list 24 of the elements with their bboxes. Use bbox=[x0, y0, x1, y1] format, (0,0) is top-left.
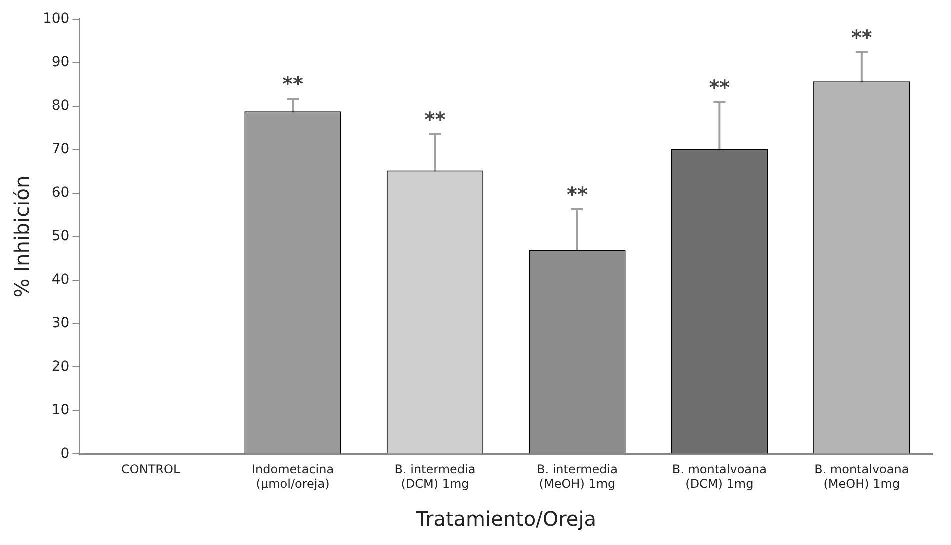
y-tick-label: 50 bbox=[52, 228, 70, 244]
y-tick-label: 90 bbox=[52, 54, 70, 71]
y-tick-label: 20 bbox=[52, 358, 70, 375]
annotation: ** bbox=[851, 26, 873, 50]
x-tick-label: B. intermedia (MeOH) 1mg bbox=[536, 462, 618, 491]
x-axis-title: Tratamiento/Oreja bbox=[415, 507, 597, 532]
y-axis-title: % Inhibición bbox=[10, 176, 34, 298]
y-tick-label: 60 bbox=[52, 184, 70, 201]
x-tick-label: B. montalvoana (MeOH) 1mg bbox=[814, 462, 910, 491]
annotation: ** bbox=[424, 107, 446, 132]
y-tick-label: 80 bbox=[52, 98, 70, 114]
x-tick-label: CONTROL bbox=[122, 462, 180, 477]
x-tick-label: B. montalvoana (DCM) 1mg bbox=[672, 462, 768, 491]
y-tick-label: 100 bbox=[42, 11, 70, 28]
y-tick-label: 40 bbox=[52, 272, 70, 288]
y-tick-label: 0 bbox=[60, 446, 70, 462]
annotation: ** bbox=[567, 182, 588, 207]
annotation: ** bbox=[709, 76, 731, 100]
y-tick-label: 30 bbox=[52, 315, 70, 332]
y-tick-label: 10 bbox=[52, 402, 70, 418]
annotation: ** bbox=[282, 72, 304, 96]
x-tick-label: Indometacina (µmol/oreja) bbox=[252, 462, 334, 491]
x-tick-label: B. intermedia (DCM) 1mg bbox=[394, 462, 476, 491]
y-tick-label: 70 bbox=[52, 141, 70, 158]
